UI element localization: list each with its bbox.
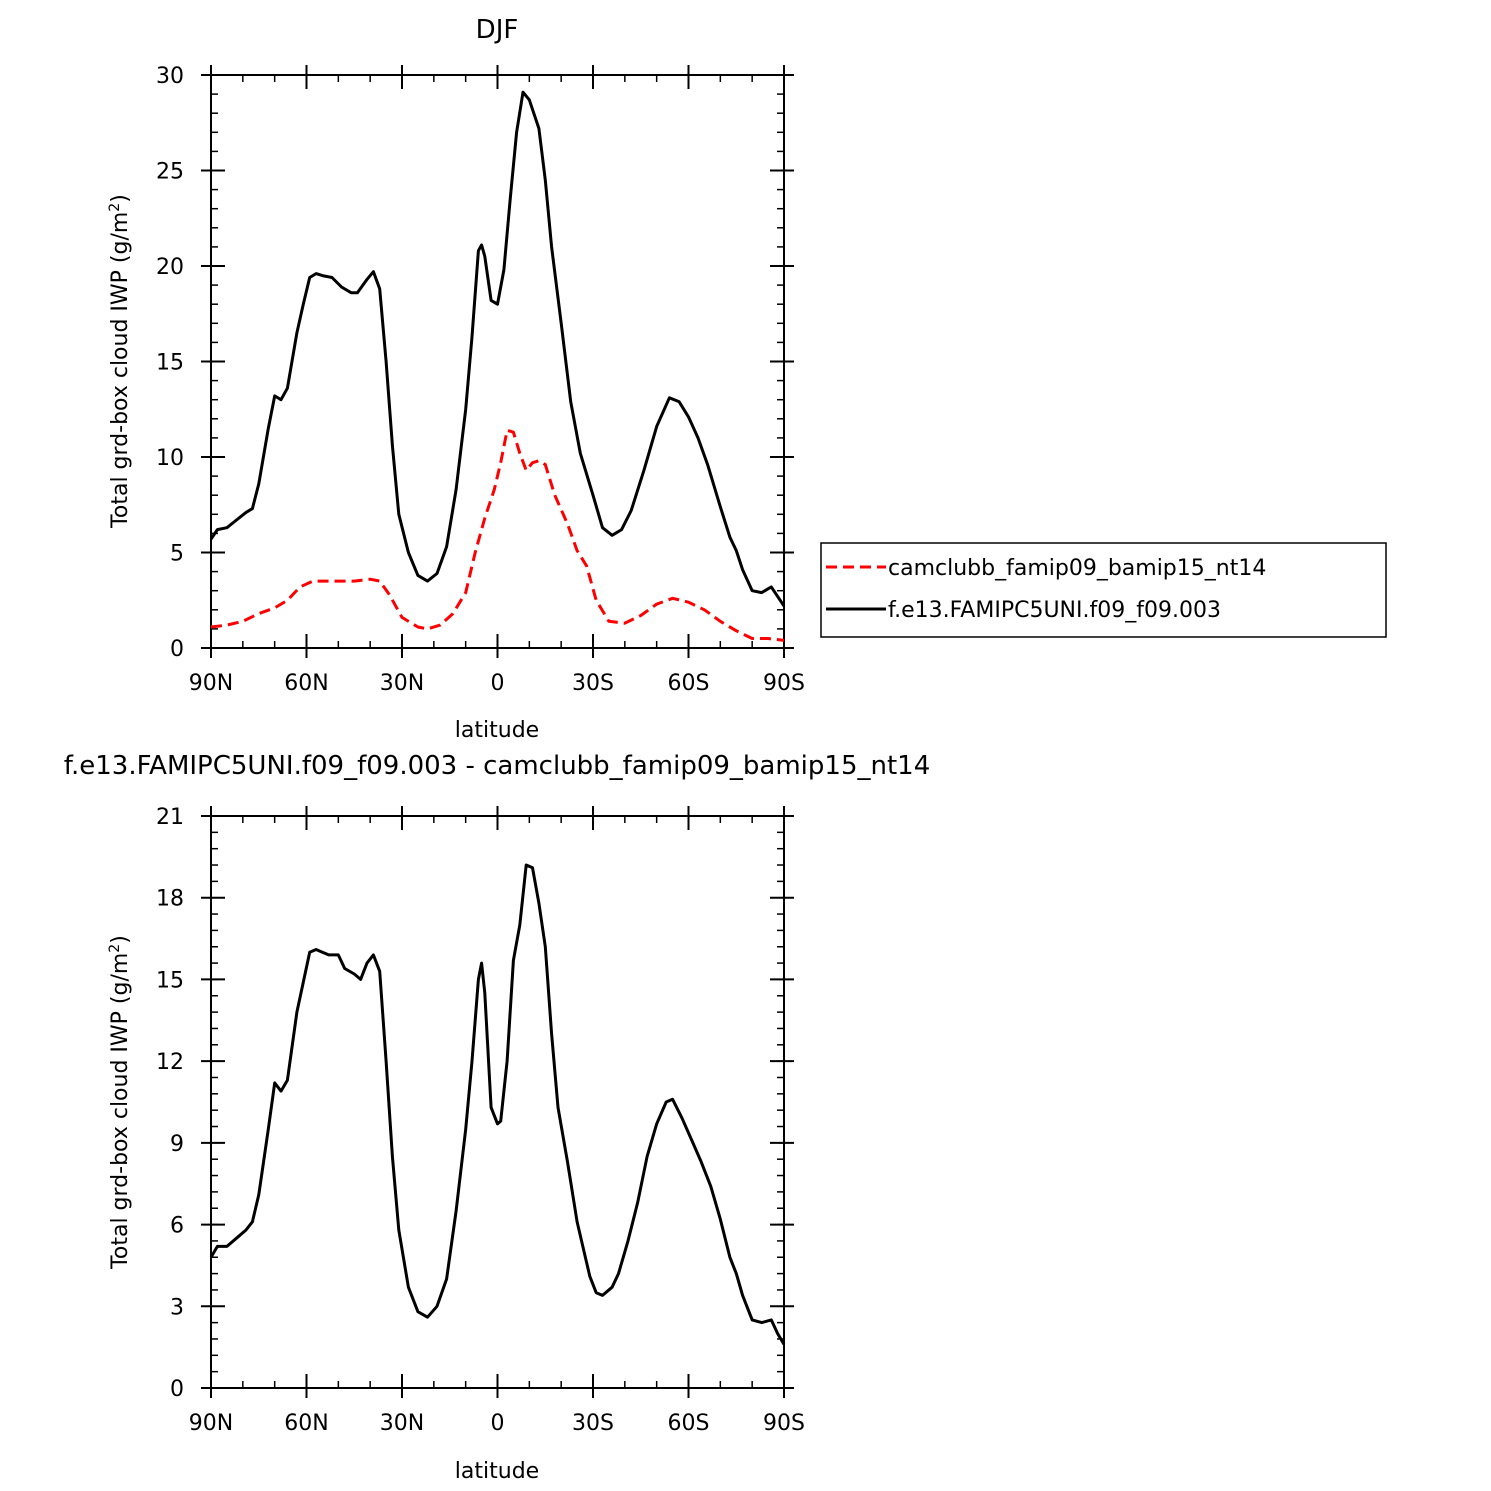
x-tick-label: 30N <box>380 1411 424 1436</box>
x-tick-label: 60N <box>284 1411 328 1436</box>
y-tick-label: 21 <box>156 805 184 830</box>
x-tick-label: 90N <box>189 1411 233 1436</box>
y-tick-label: 15 <box>156 968 184 993</box>
legend-label-fe13: f.e13.FAMIPC5UNI.f09_f09.003 <box>888 598 1221 623</box>
y-tick-label: 10 <box>156 446 184 471</box>
y-tick-label: 15 <box>156 351 184 376</box>
y-tick-label: 18 <box>156 887 184 912</box>
y-axis-title: Total grd-box cloud IWP (g/m2) <box>107 194 133 529</box>
y-tick-label: 30 <box>156 64 184 89</box>
series-group <box>209 863 786 1346</box>
axes-frame: 90N 60N 30N 0 30S 60S 90S 0 5 10 15 20 25 30 <box>156 64 805 696</box>
y-tick-label: 12 <box>156 1050 184 1075</box>
y-tick-label: 0 <box>170 637 184 662</box>
series-group <box>209 90 786 642</box>
y-tick-label: 3 <box>170 1295 184 1320</box>
plot-frame <box>210 74 785 649</box>
series-line-0 <box>210 428 785 642</box>
x-tick-label: 60N <box>284 671 328 696</box>
x-axis-title: latitude <box>455 1459 539 1484</box>
x-tick-label: 60S <box>668 1411 710 1436</box>
y-tick-label: 0 <box>170 1377 184 1402</box>
x-axis-title: latitude <box>455 718 539 743</box>
panel-top-djf: DJF latitude Total grd-box cloud IWP (g/… <box>107 15 805 743</box>
x-tick-label: 90S <box>763 1411 805 1436</box>
y-tick-label: 25 <box>156 160 184 185</box>
x-tick-label: 30S <box>572 1411 614 1436</box>
panel-bottom-difference: f.e13.FAMIPC5UNI.f09_f09.003 - camclubb_… <box>64 751 931 1484</box>
x-tick-label: 30N <box>380 671 424 696</box>
y-tick-label: 5 <box>170 542 184 567</box>
x-tick-label: 0 <box>491 1411 505 1436</box>
x-tick-label: 60S <box>668 671 710 696</box>
series-line-1 <box>209 90 786 607</box>
legend-box <box>820 542 1387 638</box>
chart-title: f.e13.FAMIPC5UNI.f09_f09.003 - camclubb_… <box>64 751 931 781</box>
y-tick-label: 6 <box>170 1214 184 1239</box>
series-line-0 <box>209 863 786 1346</box>
x-tick-label: 90N <box>189 671 233 696</box>
x-tick-label: 30S <box>572 671 614 696</box>
x-tick-label: 0 <box>491 671 505 696</box>
axes-frame: 90N 60N 30N 0 30S 60S 90S 0 3 6 9 12 15 18 21 <box>156 805 805 1436</box>
legend-label-camclubb: camclubb_famip09_bamip15_nt14 <box>888 556 1266 581</box>
y-axis-title: Total grd-box cloud IWP (g/m2) <box>107 935 133 1270</box>
y-tick-label: 20 <box>156 255 184 280</box>
x-tick-label: 90S <box>763 671 805 696</box>
legend: camclubb_famip09_bamip15_nt14 f.e13.FAMI… <box>820 542 1387 638</box>
chart-title: DJF <box>476 15 519 45</box>
plot-frame <box>210 815 785 1389</box>
y-tick-label: 9 <box>170 1132 184 1157</box>
